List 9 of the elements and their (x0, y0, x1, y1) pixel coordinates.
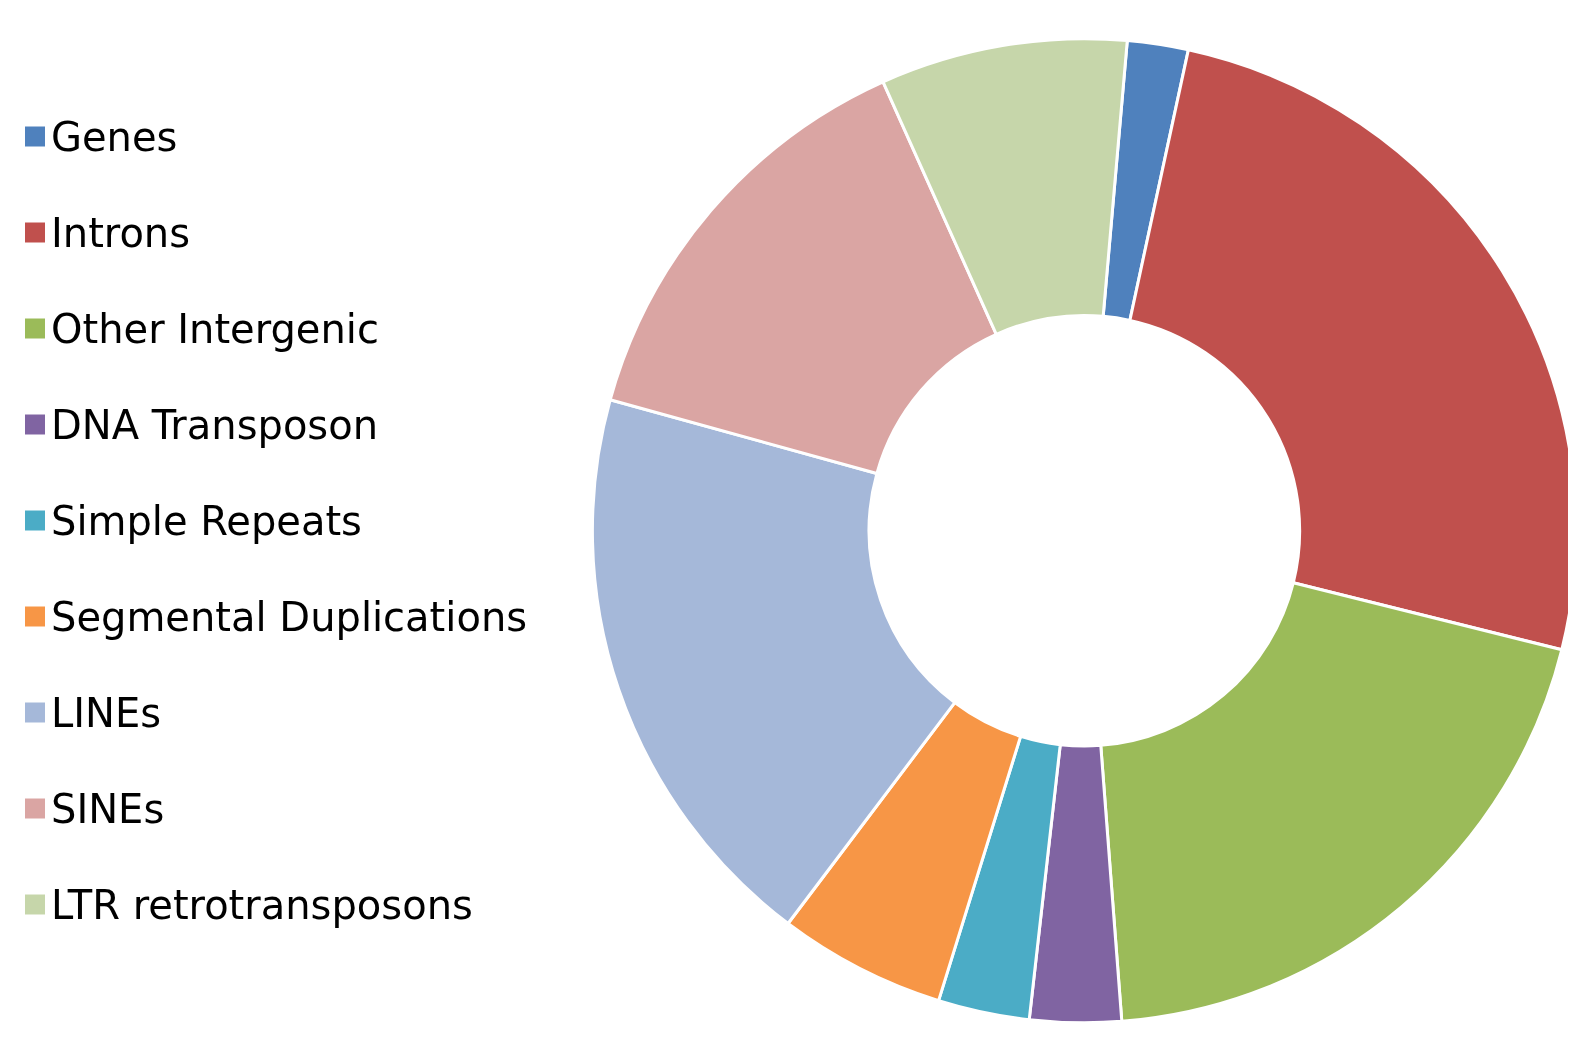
legend-label: LINEs (51, 689, 162, 736)
legend-label: Genes (51, 113, 178, 160)
legend-label: DNA Transposon (51, 401, 379, 448)
legend-label: Simple Repeats (51, 497, 362, 544)
legend-label: SINEs (51, 785, 165, 832)
legend-label: Segmental Duplications (51, 593, 528, 640)
legend-label: Introns (51, 209, 191, 256)
legend-label: Other Intergenic (51, 305, 379, 352)
legend-label: LTR retrotransposons (51, 881, 473, 928)
